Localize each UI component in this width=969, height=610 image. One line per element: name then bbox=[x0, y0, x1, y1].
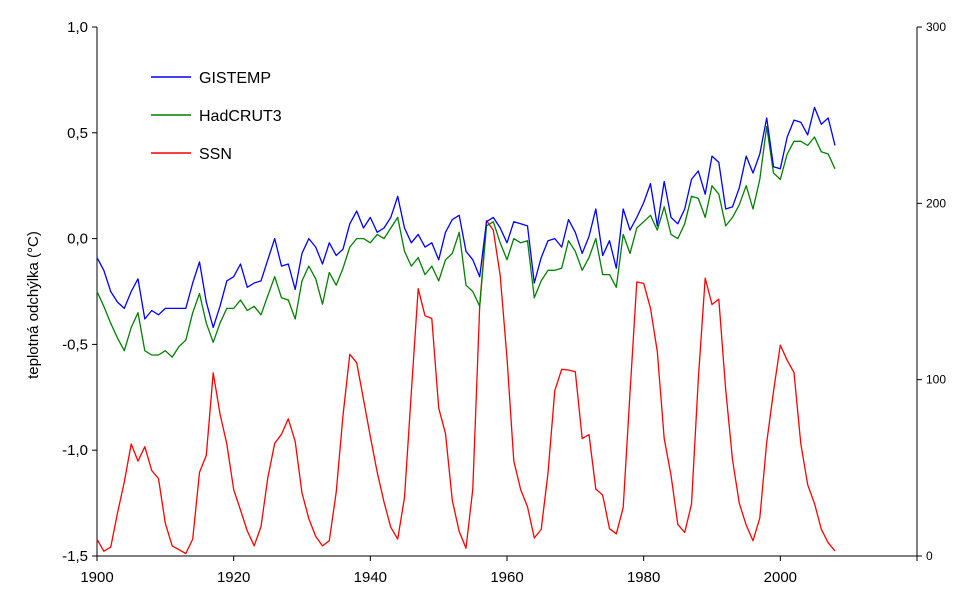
series-line-hadcrut3 bbox=[96, 125, 836, 358]
y-tick-label: -1,0 bbox=[62, 442, 88, 459]
chart-axes bbox=[96, 27, 918, 557]
x-tick-label: 1900 bbox=[80, 569, 113, 586]
chart-series bbox=[96, 106, 836, 555]
y-axis-label: teplotná odchýlka (°C) bbox=[25, 231, 42, 379]
legend-label-ssn: SSN bbox=[199, 146, 232, 163]
series-line-ssn bbox=[96, 219, 836, 555]
y-tick-label: 0,0 bbox=[67, 231, 88, 248]
y-tick-label: -0,5 bbox=[62, 336, 88, 353]
chart-legend: GISTEMP HadCRUT3 SSN bbox=[151, 70, 282, 163]
y-tick-label: 1,0 bbox=[67, 19, 88, 36]
x-tick-label: 2000 bbox=[764, 569, 797, 586]
legend-label-gistemp: GISTEMP bbox=[199, 70, 271, 87]
y-tick-label: -1,5 bbox=[62, 548, 88, 565]
legend-label-hadcrut3: HadCRUT3 bbox=[199, 108, 282, 125]
x-tick-label: 1940 bbox=[354, 569, 387, 586]
y2-tick-label: 200 bbox=[926, 196, 946, 210]
y2-tick-label: 100 bbox=[926, 373, 946, 387]
series-line-gistemp bbox=[96, 106, 836, 329]
y2-tick-label: 0 bbox=[926, 549, 933, 563]
x-tick-label: 1920 bbox=[217, 569, 250, 586]
y2-tick-label: 300 bbox=[926, 20, 946, 34]
x-tick-label: 1980 bbox=[627, 569, 660, 586]
y-tick-label: 0,5 bbox=[67, 125, 88, 142]
chart-ticks: 1,0 0,5 0,0 -0,5 -1,0 -1,5 300 200 100 0 1900 1920 1… bbox=[62, 19, 946, 586]
x-tick-label: 1960 bbox=[490, 569, 523, 586]
